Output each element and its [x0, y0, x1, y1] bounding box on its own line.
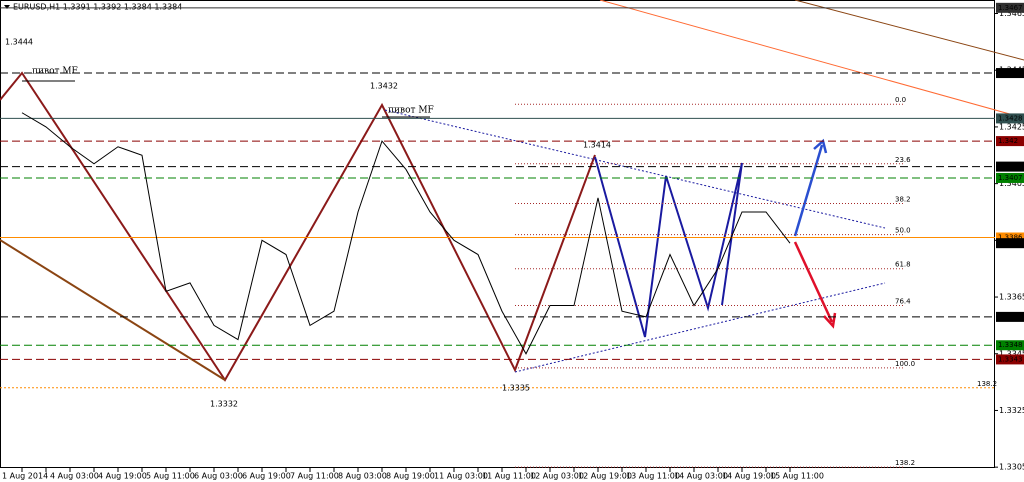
annotation: 1.3332	[210, 400, 238, 409]
price-tag-label: 1.3384	[998, 239, 1023, 247]
zigzag	[0, 239, 226, 381]
y-tick-label: 1.3425	[999, 122, 1024, 131]
price-tag	[996, 311, 1024, 322]
y-tick-label: 1.3345	[999, 349, 1024, 358]
x-tick-label: 8 Aug 03:00	[338, 472, 387, 481]
fib-label: 100.0	[895, 360, 915, 368]
x-tick-label: 1 Aug 2014	[2, 472, 48, 481]
price-tag	[996, 113, 1024, 124]
annotation: 1.3444	[5, 38, 33, 47]
fib-label: 61.8	[895, 261, 911, 269]
price-tag	[996, 161, 1024, 172]
price-tag	[996, 172, 1024, 183]
price-tag	[996, 238, 1024, 249]
x-tick-label: 11 Aug 03:00	[434, 472, 488, 481]
fib-label: 50.0	[895, 227, 911, 235]
x-tick-label: 4 Aug 03:00	[50, 472, 99, 481]
price-tag	[996, 2, 1024, 13]
y-tick-label: 1.3365	[999, 293, 1024, 302]
price-tag-label: 1.3444	[998, 69, 1023, 77]
price-line	[21, 112, 791, 355]
channel-line	[384, 109, 886, 229]
trend-line	[599, 0, 1024, 119]
price-tag-label: 1.3467	[998, 4, 1023, 12]
x-tick-label: 12 Aug 19:00	[578, 472, 632, 481]
price-tag-label: 1.3411	[998, 163, 1023, 171]
title-marker	[4, 5, 10, 9]
x-tick-label: 12 Aug 03:00	[530, 472, 584, 481]
annotation: пивот MF	[388, 106, 434, 116]
wave	[594, 156, 743, 338]
price-tag-label: 1.3358	[998, 313, 1023, 321]
arrow-up	[793, 144, 824, 237]
channel-line	[514, 282, 886, 373]
chart-title: EURUSD,H1 1.3391 1.3392 1.3384 1.3384	[13, 3, 182, 12]
price-tag-label: 1.3343	[998, 355, 1023, 363]
plot-frame	[0, 0, 995, 468]
fib-label: 76.4	[895, 298, 911, 306]
y-tick-label: 1.3465	[999, 9, 1024, 18]
x-tick-label: 8 Aug 19:00	[386, 472, 435, 481]
x-tick-label: 7 Aug 11:00	[290, 472, 339, 481]
ext-label: 138.2	[977, 380, 997, 388]
annotation: 1.3335	[502, 384, 530, 393]
price-tag-label: 1.3428	[998, 114, 1023, 122]
fib-label: 23.6	[895, 156, 911, 164]
price-tag-label: 1.3386	[998, 234, 1023, 242]
price-tag-label: 1.3407	[998, 174, 1023, 182]
arrow-down	[793, 241, 834, 323]
price-tag	[996, 354, 1024, 365]
x-tick-label: 5 Aug 11:00	[146, 472, 195, 481]
trend-line	[794, 0, 1024, 61]
fib-label: 0.0	[895, 96, 906, 104]
annotation: 1.3432	[370, 82, 398, 91]
price-tag	[996, 68, 1024, 79]
x-tick-label: 15 Aug 11:00	[770, 472, 824, 481]
price-tag	[996, 232, 1024, 243]
x-tick-label: 14 Aug 03:00	[674, 472, 728, 481]
price-tag	[996, 340, 1024, 351]
y-tick-label: 1.3325	[999, 406, 1024, 415]
price-tag-label: 1.342	[998, 137, 1018, 145]
price-tag-label: 1.3348	[998, 341, 1023, 349]
x-tick-label: 13 Aug 11:00	[626, 472, 680, 481]
zigzag	[0, 71, 596, 382]
x-tick-label: 4 Aug 19:00	[98, 472, 147, 481]
y-tick-label: 1.3305	[999, 463, 1024, 472]
x-tick-label: 14 Aug 19:00	[722, 472, 776, 481]
y-tick-label: 1.3405	[999, 179, 1024, 188]
fib-label: 138.2	[895, 459, 915, 467]
annotation: пивот MF	[32, 67, 78, 77]
fib-label: 38.2	[895, 195, 911, 203]
x-tick-label: 11 Aug 11:00	[482, 472, 536, 481]
x-tick-label: 6 Aug 19:00	[242, 472, 291, 481]
x-tick-label: 6 Aug 03:00	[194, 472, 243, 481]
price-tag	[996, 136, 1024, 147]
annotation: 1.3414	[583, 141, 611, 150]
